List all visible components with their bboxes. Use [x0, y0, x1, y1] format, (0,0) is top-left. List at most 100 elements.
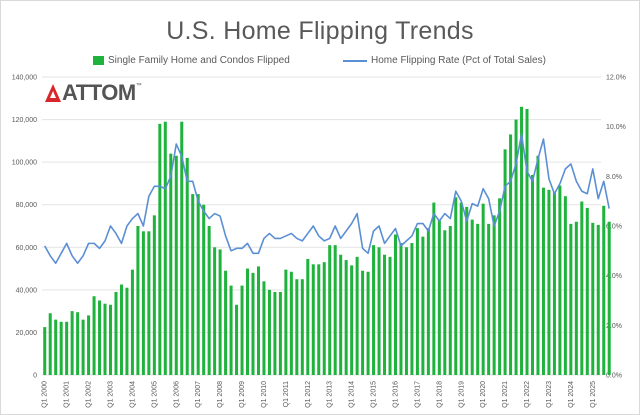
bar	[174, 155, 178, 375]
bar	[235, 304, 239, 375]
x-tick-label: Q1 2018	[436, 381, 443, 408]
bar	[536, 155, 540, 375]
bar	[366, 271, 370, 375]
bar	[59, 321, 63, 375]
y-right-tick-label: 6.0%	[606, 224, 622, 231]
legend-label-flipped: Single Family Home and Condos Flipped	[108, 55, 290, 66]
bar	[607, 221, 611, 375]
bar	[317, 264, 321, 375]
x-tick-label: Q1 2008	[217, 381, 224, 408]
legend-item-rate: Home Flipping Rate (Pct of Total Sales)	[343, 55, 546, 66]
bar	[437, 219, 441, 375]
bar	[355, 256, 359, 375]
bar	[339, 254, 343, 375]
x-tick-label: Q1 2000	[42, 381, 49, 408]
bar	[558, 185, 562, 375]
bar	[404, 247, 408, 375]
bar	[465, 206, 469, 375]
bar	[311, 264, 315, 375]
bar	[81, 319, 85, 375]
bar	[218, 249, 222, 375]
bar	[125, 287, 129, 375]
x-tick-label: Q1 2024	[568, 381, 575, 408]
bar	[300, 279, 304, 375]
bar	[158, 123, 162, 375]
rate-line	[44, 133, 611, 265]
bar	[487, 223, 491, 375]
bar	[569, 223, 573, 375]
bar	[322, 262, 326, 375]
x-tick-label: Q1 2019	[458, 381, 465, 408]
bar	[76, 312, 80, 375]
bar	[383, 254, 387, 375]
bar	[180, 121, 184, 375]
bar	[229, 285, 233, 375]
bar	[108, 304, 113, 375]
bar	[163, 121, 167, 375]
bar	[541, 187, 545, 375]
bar	[602, 205, 606, 375]
x-tick-label: Q1 2015	[371, 381, 378, 408]
bar	[481, 203, 485, 375]
bar	[213, 247, 217, 375]
bar	[43, 327, 47, 375]
bar	[552, 191, 556, 375]
x-tick-label: Q1 2005	[151, 381, 158, 408]
bar	[152, 215, 156, 375]
bar	[256, 266, 260, 375]
bar	[169, 153, 173, 375]
x-tick-label: Q1 2001	[64, 381, 71, 408]
bar	[87, 315, 91, 375]
bar	[410, 243, 414, 375]
bar	[119, 284, 123, 375]
bar	[54, 319, 58, 375]
bar	[262, 281, 266, 375]
x-tick-label: Q1 2014	[349, 381, 356, 408]
bar	[574, 221, 578, 375]
bar	[530, 174, 535, 375]
x-tick-label: Q1 2011	[283, 381, 290, 407]
bar	[399, 243, 403, 375]
x-tick-label: Q1 2009	[239, 381, 246, 408]
x-tick-label: Q1 2004	[129, 381, 136, 408]
y-left-tick-label: 120,000	[12, 117, 37, 124]
bar	[596, 224, 600, 375]
x-tick-label: Q1 2013	[327, 381, 334, 408]
x-tick-label: Q1 2021	[502, 381, 509, 408]
y-right-tick-label: 12.0%	[606, 75, 626, 82]
y-left-tick-label: 80,000	[16, 202, 38, 209]
logo-mark-icon	[45, 84, 61, 102]
bar	[70, 311, 74, 375]
bar	[278, 291, 282, 375]
bar	[372, 245, 376, 375]
bar	[207, 226, 211, 375]
x-tick-label: Q1 2025	[590, 381, 597, 408]
bar	[514, 119, 518, 375]
bar	[98, 300, 102, 375]
bar	[454, 197, 458, 375]
x-tick-label: Q1 2012	[305, 381, 312, 408]
bar	[443, 230, 447, 375]
bar	[267, 289, 271, 375]
bar	[136, 226, 140, 375]
legend-label-rate: Home Flipping Rate (Pct of Total Sales)	[371, 55, 546, 66]
bar	[246, 268, 250, 375]
x-tick-label: Q1 2010	[261, 381, 268, 408]
attom-logo: ATTOM ™	[44, 80, 142, 106]
y-right-tick-label: 4.0%	[606, 273, 622, 280]
x-tick-label: Q1 2006	[173, 381, 180, 408]
x-tick-label: Q1 2002	[86, 381, 93, 408]
y-left-tick-label: 100,000	[12, 160, 37, 167]
bar	[344, 260, 348, 375]
bar	[103, 303, 107, 375]
bar	[492, 215, 496, 375]
x-tick-label: Q1 2007	[195, 381, 202, 408]
bar	[585, 207, 589, 375]
bar	[289, 271, 293, 375]
x-tick-label: Q1 2023	[546, 381, 553, 408]
y-left-tick-label: 140,000	[12, 75, 37, 82]
bar	[202, 204, 206, 375]
bar	[224, 270, 228, 375]
y-left-tick-label: 60,000	[16, 245, 38, 252]
bar	[284, 269, 288, 375]
